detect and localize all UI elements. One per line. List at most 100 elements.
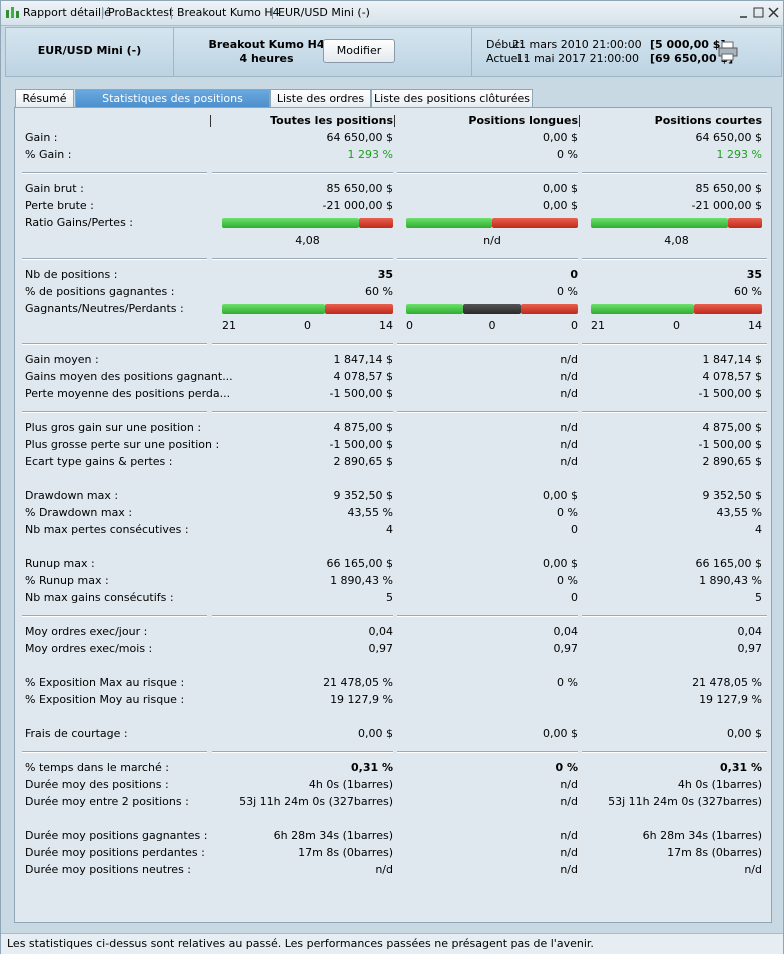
count-label: 21: [591, 319, 605, 332]
bar-segment: [520, 304, 578, 314]
row-value: 0: [570, 268, 578, 281]
section-rule: [397, 411, 578, 413]
row-value: 0,31 %: [351, 761, 393, 774]
row-value: 4 875,00 $: [333, 421, 393, 434]
row-value: 64 650,00 $: [326, 131, 393, 144]
section-rule: [397, 751, 578, 753]
bar-segment: [222, 304, 325, 314]
section-rule: [582, 615, 767, 617]
row-label: Nb max gains consécutifs :: [25, 591, 174, 604]
row-value: 4 078,57 $: [702, 370, 762, 383]
instrument: EUR/USD Mini (-): [37, 44, 142, 57]
bar-segment: [406, 304, 464, 314]
section-rule: [397, 258, 578, 260]
section-rule: [212, 343, 393, 345]
row-value: 0 %: [557, 676, 578, 689]
count-label: 0: [488, 319, 496, 332]
tab[interactable]: Statistiques des positions clôturées: [75, 89, 270, 122]
row-label: % Runup max :: [25, 574, 109, 587]
row-value: 1 890,43 %: [330, 574, 393, 587]
section-rule: [22, 258, 207, 260]
row-value: 0 %: [555, 761, 578, 774]
tab[interactable]: Résumé: [15, 89, 74, 107]
row-value: 85 650,00 $: [695, 182, 762, 195]
row-label: Durée moy positions neutres :: [25, 863, 192, 876]
tab[interactable]: Liste des ordres: [270, 89, 371, 107]
bar-segment: [728, 218, 762, 228]
section-rule: [582, 343, 767, 345]
row-label: Gain brut :: [25, 182, 84, 195]
ratio-value: 4,08: [664, 234, 689, 247]
row-value: 1 890,43 %: [699, 574, 762, 587]
row-label: Gains moyen des positions gagnant...: [25, 370, 233, 383]
timeframe: 4 heures: [239, 52, 294, 65]
count-label: 14: [379, 319, 393, 332]
bar-segment: [693, 304, 762, 314]
bar-segment: [591, 304, 694, 314]
column-divider: [210, 115, 211, 127]
row-value: n/d: [560, 370, 578, 383]
row-value: 1 293 %: [716, 148, 762, 161]
row-value: 17m 8s (0barres): [667, 846, 762, 859]
row-value: 9 352,50 $: [702, 489, 762, 502]
row-value: 66 165,00 $: [695, 557, 762, 570]
row-value: n/d: [560, 438, 578, 451]
ratio-value: n/d: [483, 234, 501, 247]
row-value: 17m 8s (0barres): [298, 846, 393, 859]
row-value: 21 478,05 %: [323, 676, 393, 689]
bar-segment: [359, 218, 393, 228]
count-label: 0: [406, 319, 413, 332]
row-value: 4: [755, 523, 762, 536]
bar-segment: [463, 304, 521, 314]
row-value: 0,00 $: [543, 199, 578, 212]
row-label: Perte brute :: [25, 199, 94, 212]
title-part: ProBacktest: [108, 6, 174, 19]
row-label: % de positions gagnantes :: [25, 285, 175, 298]
title-part: Rapport détaillé: [23, 6, 111, 19]
row-value: n/d: [560, 353, 578, 366]
section-rule: [212, 258, 393, 260]
row-label: Runup max :: [25, 557, 95, 570]
row-value: 64 650,00 $: [695, 131, 762, 144]
row-label: % temps dans le marché :: [25, 761, 169, 774]
ratio-value: 4,08: [295, 234, 320, 247]
row-label: Moy ordres exec/mois :: [25, 642, 153, 655]
row-label: Moy ordres exec/jour :: [25, 625, 148, 638]
row-value: 0,00 $: [543, 557, 578, 570]
row-value: 43,55 %: [716, 506, 762, 519]
section-rule: [22, 751, 207, 753]
row-value: 0 %: [557, 506, 578, 519]
modify-button[interactable]: Modifier: [323, 39, 395, 63]
row-value: 0,00 $: [543, 489, 578, 502]
row-value: 0,04: [737, 625, 763, 638]
row-label: Durée moy entre 2 positions :: [25, 795, 189, 808]
print-icon[interactable]: [717, 40, 739, 62]
row-value: 0: [571, 591, 578, 604]
row-value: 66 165,00 $: [326, 557, 393, 570]
row-label: % Exposition Max au risque :: [25, 676, 185, 689]
row-value: 4h 0s (1barres): [677, 778, 762, 791]
row-label: Gain moyen :: [25, 353, 99, 366]
row-value: 1 847,14 $: [702, 353, 762, 366]
tab[interactable]: Liste des positions clôturées: [371, 89, 533, 107]
row-label: Gain :: [25, 131, 58, 144]
title-part: Breakout Kumo H4: [177, 6, 280, 19]
row-value: 6h 28m 34s (1barres): [273, 829, 393, 842]
row-value: 53j 11h 24m 0s (327barres): [608, 795, 762, 808]
window-controls[interactable]: [737, 6, 781, 20]
row-value: 0,97: [368, 642, 394, 655]
row-label: Gagnants/Neutres/Perdants :: [25, 302, 184, 315]
row-label: Ratio Gains/Pertes :: [25, 216, 134, 229]
start-value: [5 000,00 $]: [650, 38, 726, 51]
section-rule: [212, 172, 393, 174]
row-value: 0,00 $: [543, 131, 578, 144]
strategy-box: Breakout Kumo H4 4 heures Modifier: [173, 27, 472, 77]
row-value: n/d: [560, 846, 578, 859]
row-value: 0,00 $: [543, 182, 578, 195]
app-icon: [6, 7, 19, 18]
row-value: 21 478,05 %: [692, 676, 762, 689]
row-value: -1 500,00 $: [698, 387, 762, 400]
row-value: 0 %: [557, 574, 578, 587]
end-label: Actuel :: [486, 52, 528, 65]
section-rule: [582, 258, 767, 260]
